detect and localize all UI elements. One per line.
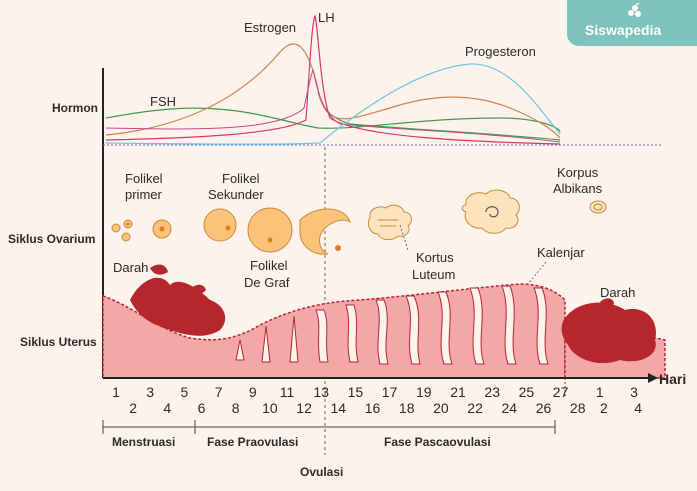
day-axis-arrow [648,373,658,383]
primordial-follicles [111,219,133,242]
phase-label-menstruation: Menstruasi [112,435,175,449]
day-label-bottom: 28 [570,400,586,416]
lh-curve [105,14,561,145]
progesterone-curve [105,63,561,145]
ovary-label-graaf-2: De Graf [244,275,290,290]
day-label-bottom: 8 [232,400,240,416]
phase-label-preovulation: Fase Praovulasi [207,435,298,449]
day-axis-unit: Hari [659,371,686,387]
gland-pointer [527,261,547,285]
day-label-top: 1 [596,384,604,400]
day-label-bottom: 2 [600,400,608,416]
ovary-label-corpus-albicans-2: Albikans [553,181,603,196]
ovary-label-corpus-albicans-1: Korpus [557,165,599,180]
day-label-top: 3 [630,384,638,400]
day-labels-bottom: 2 4 6 8 10 12 14 16 18 20 22 24 26 28 2 4 [129,400,642,416]
day-label-bottom: 14 [331,400,347,416]
phase-label-postovulation: Fase Pascaovulasi [384,435,491,449]
row-label-ovarian: Siklus Ovarium [8,232,95,246]
uterus-label-blood-right: Darah [600,285,635,300]
hormone-label-progesterone: Progesteron [465,44,536,59]
primary-follicle [152,219,172,239]
day-label-top: 9 [249,384,257,400]
hormone-label-estrogen: Estrogen [244,20,296,35]
uterine-glands [235,285,549,365]
brand-logo: Siswapedia [567,0,697,46]
day-label-bottom: 4 [634,400,642,416]
hormone-label-fsh: FSH [150,94,176,109]
day-label-bottom: 12 [296,400,312,416]
fsh-curve [105,107,561,133]
uterus-label-blood-left: Darah [113,260,148,275]
day-label-bottom: 22 [467,400,483,416]
day-label-top: 5 [181,384,189,400]
day-label-top: 11 [280,384,295,400]
blood-shedding-right [561,298,656,364]
row-label-uterine: Siklus Uterus [20,335,97,349]
ovary-label-corpus-luteum-1: Kortus [416,250,454,265]
day-label-top: 19 [416,384,432,400]
phase-label-ovulation: Ovulasi [300,465,343,479]
day-label-top: 3 [146,384,154,400]
day-label-bottom: 16 [365,400,381,416]
day-label-bottom: 4 [163,400,171,416]
ovary-label-secondary-2: Sekunder [208,187,264,202]
day-label-top: 21 [450,384,466,400]
corpus-luteum-pointer [399,224,409,251]
brand-name: Siswapedia [585,22,662,38]
secondary-follicle-large [247,207,293,253]
day-label-bottom: 18 [399,400,415,416]
day-label-top: 27 [553,384,569,400]
day-label-top: 7 [215,384,223,400]
uterus-label-gland: Kalenjar [537,245,585,260]
day-label-bottom: 24 [502,400,518,416]
day-label-bottom: 26 [536,400,552,416]
ovary-label-primary-2: primer [125,187,163,202]
ovary-label-primary-1: Folikel [125,171,163,186]
ruptured-follicle [299,208,351,255]
corpus-albicans [589,200,607,214]
ovary-label-secondary-1: Folikel [222,171,260,186]
day-label-bottom: 20 [433,400,449,416]
ovary-label-corpus-luteum-2: Luteum [412,267,455,282]
day-label-bottom: 6 [198,400,206,416]
day-label-top: 25 [519,384,535,400]
day-label-top: 15 [348,384,364,400]
ovary-label-graaf-1: Folikel [250,258,288,273]
corpus-luteum-early [367,204,412,241]
lh-curve-secondary [105,68,561,143]
blood-shedding-left [130,264,226,336]
day-label-bottom: 2 [129,400,137,416]
day-label-top: 1 [112,384,120,400]
day-label-top: 17 [382,384,398,400]
hormone-label-lh: LH [318,10,335,25]
secondary-follicle-small [203,208,237,242]
grape-icon [628,3,641,17]
day-label-top: 23 [484,384,500,400]
day-labels-top: 1 3 5 7 9 11 13 15 17 19 21 23 25 27 1 3 [112,384,638,400]
row-label-hormone: Hormon [52,101,98,115]
corpus-luteum-mature [461,189,520,234]
day-label-top: 13 [313,384,329,400]
day-label-bottom: 10 [262,400,278,416]
